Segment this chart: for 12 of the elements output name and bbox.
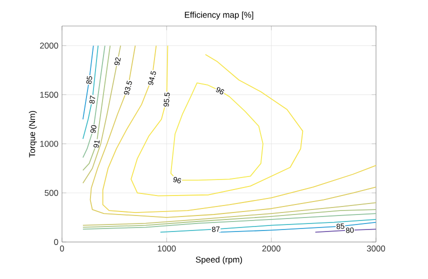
y-tick-label: 1000 — [40, 140, 58, 147]
y-axis-title: Torque (Nm) — [28, 111, 37, 158]
x-tick-label: 0 — [60, 246, 64, 252]
x-tick-label: 2000 — [262, 246, 280, 252]
chart-title: Efficiency map [%] — [184, 12, 254, 20]
x-tick-label: 1000 — [158, 246, 176, 252]
y-tick-label: 500 — [44, 190, 58, 196]
y-tick-label: 0 — [54, 239, 58, 245]
y-tick-label: 1500 — [40, 92, 58, 98]
y-tick-label: 2000 — [40, 42, 58, 49]
x-axis-title: Speed (rpm) — [196, 256, 242, 264]
x-tick-label: 3000 — [366, 246, 386, 252]
